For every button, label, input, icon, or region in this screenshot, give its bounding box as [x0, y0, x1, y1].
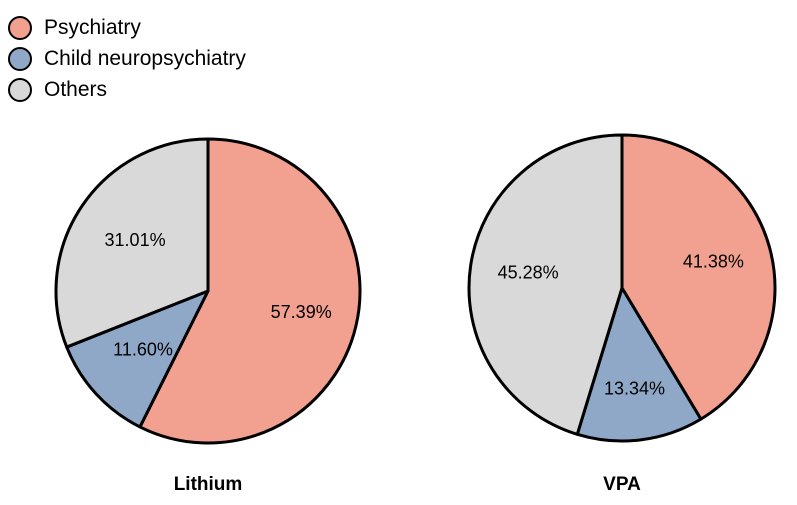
pie-slice-vpa-psychiatry	[620, 133, 777, 421]
legend-item-others: Others	[8, 74, 246, 105]
pie-slice-lithium-others	[54, 137, 210, 349]
pie-slice-vpa-child-neuropsychiatry	[575, 286, 703, 443]
pie-slice-lithium-child-neuropsychiatry	[65, 289, 210, 429]
slice-label-lithium-psychiatry: 57.39%	[271, 302, 332, 322]
pie-slice-vpa-others	[467, 133, 624, 436]
slice-label-vpa-psychiatry: 41.38%	[683, 251, 744, 271]
slice-label-vpa-child-neuropsychiatry: 13.34%	[604, 378, 665, 398]
legend-label-others: Others	[44, 77, 108, 101]
chart-title-vpa: VPA	[603, 474, 641, 495]
legend-item-child-neuropsychiatry: Child neuropsychiatry	[8, 43, 246, 74]
slice-label-vpa-others: 45.28%	[498, 263, 559, 283]
legend-label-child-neuropsychiatry: Child neuropsychiatry	[44, 46, 246, 70]
pie-chart-vpa: 41.38% 13.34% 45.28% VPA	[467, 133, 777, 495]
legend-swatch-psychiatry	[8, 15, 32, 40]
slice-label-lithium-child-neuropsychiatry: 11.60%	[113, 339, 173, 359]
slice-label-lithium-others: 31.01%	[105, 230, 166, 250]
pie-slice-lithium-psychiatry	[138, 137, 362, 445]
legend-item-psychiatry: Psychiatry	[8, 12, 246, 43]
chart-legend: Psychiatry Child neuropsychiatry Others	[8, 12, 246, 105]
pie-chart-lithium: 57.39% 11.60% 31.01% Lithium	[54, 137, 362, 495]
legend-label-psychiatry: Psychiatry	[44, 15, 141, 39]
legend-swatch-others	[8, 77, 32, 102]
chart-title-lithium: Lithium	[174, 474, 243, 495]
legend-swatch-child-neuropsychiatry	[8, 46, 32, 71]
